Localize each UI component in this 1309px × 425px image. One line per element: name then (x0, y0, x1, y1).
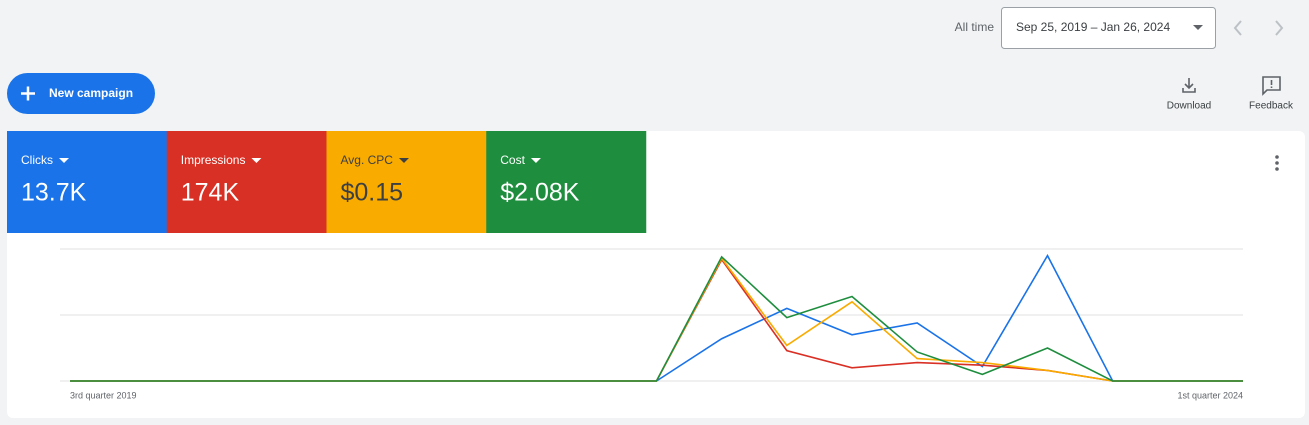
feedback-button[interactable]: Feedback (1249, 76, 1294, 112)
metric-card-bg[interactable] (7, 131, 167, 233)
metric-card[interactable]: Clicks 13.7K (7, 131, 167, 233)
button-label[interactable]: New campaign (49, 86, 133, 100)
metric-name[interactable]: Cost (500, 153, 525, 167)
dropdown-icon[interactable] (251, 158, 262, 163)
download-button[interactable]: Download (1167, 78, 1211, 112)
next-arrow[interactable] (1275, 20, 1284, 36)
dropdown-icon[interactable] (530, 158, 541, 163)
metric-total[interactable]: 13.7K (21, 179, 87, 207)
dropdown-icon[interactable] (398, 158, 409, 163)
prev-arrow[interactable] (1233, 20, 1242, 36)
x-tick-label: 1st quarter 2024 (1177, 390, 1243, 400)
date-range[interactable]: Sep 25, 2019 – Jan 26, 2024 (1016, 20, 1170, 34)
date-picker[interactable]: Sep 25, 2019 – Jan 26, 2024 (1001, 7, 1216, 49)
download-label[interactable]: Download (1167, 101, 1211, 112)
metric-card-bg[interactable] (326, 131, 487, 233)
feedback-label[interactable]: Feedback (1249, 101, 1294, 112)
new-campaign-button[interactable]: New campaign (7, 73, 155, 114)
metric-total[interactable]: $0.15 (341, 179, 404, 207)
metric-card[interactable]: Impressions 174K (166, 131, 327, 233)
metric-card-bg[interactable] (166, 131, 327, 233)
metric-name[interactable]: Clicks (21, 153, 53, 167)
metric-card-bg[interactable] (486, 131, 647, 233)
metric-card[interactable]: Avg. CPC $0.15 (326, 131, 487, 233)
time-range-label: All time (955, 20, 995, 34)
metric-card[interactable]: Cost $2.08K (486, 131, 647, 233)
dropdown-icon[interactable] (59, 158, 69, 163)
metric-total[interactable]: $2.08K (500, 179, 580, 207)
metric-name[interactable]: Impressions (181, 153, 246, 167)
series-line (70, 255, 1243, 382)
x-tick-label: 3rd quarter 2019 (70, 390, 137, 400)
metric-total[interactable]: 174K (181, 179, 240, 207)
metric-name[interactable]: Avg. CPC (341, 153, 394, 167)
more-menu[interactable] (1275, 155, 1279, 171)
